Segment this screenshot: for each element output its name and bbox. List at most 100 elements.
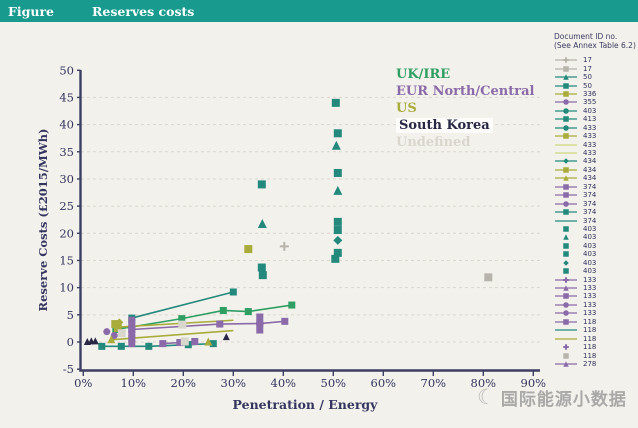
doc-id-label: 50	[583, 81, 592, 90]
legend-marker	[563, 57, 569, 63]
legend-marker	[563, 65, 569, 72]
legend-symbol-square	[555, 91, 577, 97]
data-point-purple-bottom-line	[191, 337, 199, 345]
doc-id-label: 133	[583, 292, 597, 301]
data-point-teal-high-squares	[333, 217, 342, 226]
doc-id-label: 374	[583, 216, 597, 225]
data-point-purple-stack-10pct	[128, 340, 136, 348]
legend-symbol-square	[563, 352, 569, 359]
doc-legend-rows: 17 17 50 50 336 355 403 413 433 433 433 433 434 434 43…	[554, 56, 638, 368]
doc-id-label: 403	[583, 233, 597, 242]
doc-legend-entry: 50	[554, 73, 638, 81]
legend-symbol-square	[555, 293, 577, 300]
y-tick-label: 10	[59, 281, 74, 295]
legend-marker	[563, 108, 569, 114]
doc-legend-entry: 133	[554, 292, 638, 300]
legend-symbol-plus	[555, 276, 577, 283]
data-point-dark-triangles	[91, 337, 99, 345]
data-point-olive-squares	[244, 245, 253, 254]
doc-id-label: 403	[583, 241, 597, 250]
doc-id-label: 133	[583, 284, 597, 293]
data-point-teal-steep-line	[229, 288, 237, 296]
legend-symbol-square	[555, 82, 577, 89]
x-tick-label: 0%	[74, 376, 92, 390]
doc-id-label: 133	[583, 300, 597, 309]
legend-symbol-square	[555, 65, 577, 72]
doc-id-label: 118	[583, 317, 597, 326]
data-point-purple-stack-10pct	[128, 325, 136, 333]
doc-id-label: 433	[583, 123, 597, 132]
doc-id-label: 403	[583, 267, 597, 276]
legend-marker	[563, 319, 569, 325]
legend-symbol-square	[555, 209, 577, 215]
x-tick-label: 20%	[171, 376, 197, 390]
y-tick-label: 35	[59, 145, 74, 159]
legend-marker	[563, 200, 569, 207]
x-tick-label: 10%	[121, 376, 147, 390]
data-point-teal-high-squares	[333, 168, 342, 177]
legend-symbol-triangle	[555, 361, 577, 367]
doc-legend-entry: 118	[554, 334, 638, 343]
doc-id-label: 118	[583, 334, 597, 343]
legend-marker	[563, 251, 569, 258]
doc-id-label: 403	[583, 258, 597, 267]
x-axis-title: Penetration / Energy	[233, 397, 379, 412]
doc-legend-entry: 433	[554, 124, 638, 132]
legend-symbol-line	[555, 219, 577, 222]
legend-symbol-triangle	[555, 175, 577, 182]
doc-id-label: 374	[583, 208, 597, 217]
doc-legend-entry: 118	[554, 351, 638, 360]
legend-symbol-square	[555, 116, 577, 123]
doc-id-label: 118	[583, 351, 597, 360]
legend-marker	[563, 209, 569, 215]
data-point-teal-high-squares	[333, 248, 342, 257]
doc-id-label: 434	[583, 165, 597, 174]
doc-id-label: 433	[583, 132, 597, 141]
doc-id-label: 403	[583, 250, 597, 259]
doc-legend-entry: 403	[554, 259, 638, 267]
doc-legend-entry: 403	[554, 250, 638, 258]
x-tick-label: 70%	[421, 376, 447, 390]
y-tick-label: 20	[59, 226, 74, 240]
data-point-purple-main-line	[281, 317, 289, 325]
legend-marker	[563, 344, 569, 350]
doc-id-label: 133	[583, 309, 597, 318]
data-point-olive-triangles	[107, 335, 116, 344]
legend-symbol-square	[563, 243, 569, 249]
data-point-green-rising-line	[244, 308, 252, 316]
legend-symbol-diamond	[555, 158, 577, 165]
doc-legend-entry: 413	[554, 115, 638, 123]
doc-legend-entry: 336	[554, 90, 638, 98]
doc-legend-entry: 278	[554, 360, 638, 368]
data-point-green-rising-line	[178, 315, 186, 323]
region-legend-item: EUR North/Central	[396, 83, 534, 100]
data-point-purple-bottom-line	[159, 340, 167, 348]
region-legend-item: US	[396, 100, 534, 117]
legend-marker	[563, 302, 569, 308]
legend-symbol-circle	[555, 200, 577, 207]
doc-legend-entry: 433	[554, 132, 638, 140]
x-tick-label: 80%	[471, 376, 497, 390]
data-point-teal-high-squares	[257, 263, 266, 272]
legend-marker	[563, 259, 569, 266]
legend-marker	[563, 167, 569, 173]
data-point-olive-diamond	[115, 318, 124, 327]
legend-marker	[563, 124, 569, 131]
x-tick-label: 30%	[221, 376, 247, 390]
legend-symbol-line	[555, 152, 577, 154]
data-point-teal-high-squares	[331, 98, 340, 107]
data-point-gray-square-80pct	[484, 273, 493, 282]
legend-symbol-square	[555, 167, 577, 173]
doc-id-label: 133	[583, 275, 597, 284]
data-point-teal-high-squares	[333, 129, 342, 138]
data-point-teal-high-squares	[331, 254, 340, 263]
legend-marker	[563, 82, 569, 89]
doc-legend-entry: 118	[554, 318, 638, 326]
header-bar: Figure Reserves costs	[0, 0, 638, 22]
doc-legend-entry: 133	[554, 309, 638, 317]
region-legend-label: EUR North/Central	[396, 84, 535, 99]
legend-marker	[563, 158, 569, 165]
data-point-purple-main-line	[216, 320, 224, 328]
data-point-purple-stack-10pct	[128, 335, 136, 343]
